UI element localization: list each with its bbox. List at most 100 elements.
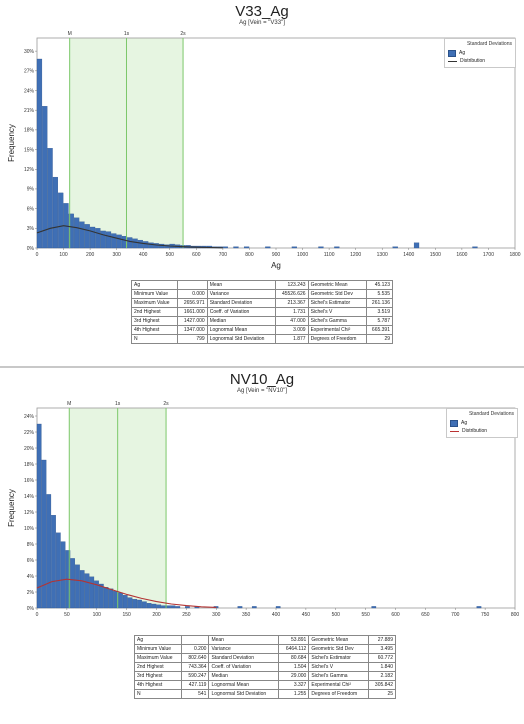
stats-label: Sichel's V	[307, 307, 367, 317]
histogram-bar	[98, 583, 104, 609]
legend-item-distribution: Distribution	[450, 427, 514, 435]
stats-value: 3.327	[278, 680, 310, 690]
y-tick-label: 22%	[24, 430, 35, 436]
histogram-bar	[392, 246, 398, 249]
x-tick-label: 100	[93, 612, 102, 618]
histogram-bar	[46, 494, 52, 609]
histogram-bar	[413, 242, 420, 249]
histogram-bar	[156, 604, 162, 609]
stats-label: Variance	[208, 644, 280, 654]
stats-label: Sichel's V	[308, 662, 369, 672]
chart-subtitle: Ag [Vein = "NV10"]	[236, 388, 288, 394]
x-tick-label: 1400	[403, 252, 414, 258]
histogram-bar	[243, 246, 250, 249]
stats-label: Standard Deviation	[208, 653, 280, 663]
x-tick-label: 1300	[377, 252, 388, 258]
chart-subtitle: Ag [Vein = "V33"]	[239, 20, 285, 26]
x-tick-label: 200	[152, 612, 161, 618]
histogram-bar	[291, 246, 297, 249]
histogram-bar	[472, 246, 478, 249]
histogram-bar	[476, 606, 482, 609]
histogram-bar	[233, 246, 239, 249]
histogram-bar	[36, 423, 42, 609]
histogram-bar	[153, 243, 159, 249]
std-dev-label: 2s	[180, 31, 186, 37]
std-dev-label: M	[68, 31, 72, 37]
x-tick-label: 350	[242, 612, 251, 618]
histogram-bar	[161, 605, 166, 609]
y-tick-label: 18%	[24, 128, 35, 134]
stats-row: Maximum Value 2656.971 Standard Deviation 2…	[130, 298, 394, 308]
histogram-plot: M 1s 2s 0 100 200 300 400 500 600 700 800 900 1000 110…	[7, 31, 521, 270]
histogram-bar	[70, 558, 75, 609]
x-tick-label: 800	[511, 612, 520, 618]
stats-label: Coeff. of Variation	[206, 307, 276, 317]
histogram-bar	[143, 241, 149, 249]
histogram-bar	[79, 570, 85, 609]
y-tick-label: 2%	[27, 590, 35, 596]
stats-value: 27.889	[367, 635, 397, 645]
stats-label: Ag	[130, 280, 179, 290]
chart-title: V33_Ag	[235, 3, 289, 20]
stats-row: 4th Highest 427.119 Lognormal Mean 3.327 Exp…	[133, 680, 397, 690]
stats-row: 3rd Highest 1427.000 Median 47.000 Sichel's …	[130, 316, 394, 326]
legend-item-ag: Ag	[450, 419, 514, 427]
stats-label: Median	[208, 671, 280, 681]
histogram-bar	[334, 246, 340, 249]
distribution-curve	[36, 225, 223, 249]
y-tick-label: 12%	[24, 167, 35, 173]
histogram-bar	[127, 237, 133, 249]
histogram-bar	[237, 606, 243, 609]
stats-value: 665.391	[365, 325, 394, 335]
histogram-bar	[137, 599, 142, 609]
std-dev-label: 2s	[163, 401, 169, 407]
stats-label: Sichel's Estimator	[308, 653, 369, 663]
y-tick-label: 4%	[27, 574, 35, 580]
y-tick-label: 12%	[24, 510, 35, 516]
stats-value: 45.123	[365, 280, 394, 290]
stats-label: Sichel's Gamma	[307, 316, 367, 326]
stats-value: 3.519	[365, 307, 394, 317]
y-tick-label: 9%	[27, 187, 35, 193]
stats-row: 4th Highest 1347.000 Lognormal Mean 3.009 Ex…	[130, 325, 394, 335]
histogram-bar	[74, 217, 80, 249]
x-tick-label: 250	[182, 612, 191, 618]
histogram-bar	[60, 541, 66, 609]
x-tick-label: 400	[139, 252, 148, 258]
histogram-bar	[127, 597, 133, 609]
stats-value: 590.247	[181, 671, 210, 681]
histogram-bar	[137, 239, 143, 249]
stats-value: 5.535	[365, 289, 394, 299]
stats-value: 29.000	[278, 671, 310, 681]
std-dev-label: M	[67, 401, 71, 407]
x-tick-label: 700	[451, 612, 460, 618]
line-swatch-icon	[450, 430, 459, 432]
histogram-bar	[58, 192, 64, 249]
x-tick-label: 1600	[456, 252, 467, 258]
stats-label: 4th Highest	[133, 680, 183, 690]
legend-item-distribution: Distribution	[448, 57, 512, 65]
legend-title: Standard Deviations	[466, 41, 512, 47]
x-tick-label: 100	[59, 252, 68, 258]
stats-value: 213.367	[274, 298, 309, 308]
y-axis-label: Frequency	[7, 124, 16, 162]
x-tick-label: 300	[212, 612, 221, 618]
distribution-curve	[36, 578, 217, 608]
y-tick-label: 3%	[27, 226, 35, 232]
legend-title: Standard Deviations	[468, 411, 514, 417]
stats-value: 1.731	[274, 307, 309, 317]
stats-value: 305.842	[367, 680, 397, 690]
histogram-bar	[51, 515, 56, 609]
histogram-bar	[42, 106, 48, 249]
stats-row: Maximum Value 802.640 Standard Deviation 80…	[133, 653, 397, 663]
x-tick-label: 550	[361, 612, 370, 618]
y-tick-label: 24%	[24, 414, 35, 420]
x-tick-label: 500	[332, 612, 341, 618]
std-dev-label: 1s	[115, 401, 121, 407]
stats-value: 6464.112	[278, 644, 310, 654]
y-tick-label: 21%	[24, 108, 35, 114]
stats-row: 3rd Highest 590.247 Median 29.000 Sichel's G…	[133, 671, 397, 681]
x-tick-label: 0	[36, 612, 39, 618]
x-tick-label: 900	[272, 252, 281, 258]
x-tick-label: 700	[219, 252, 228, 258]
